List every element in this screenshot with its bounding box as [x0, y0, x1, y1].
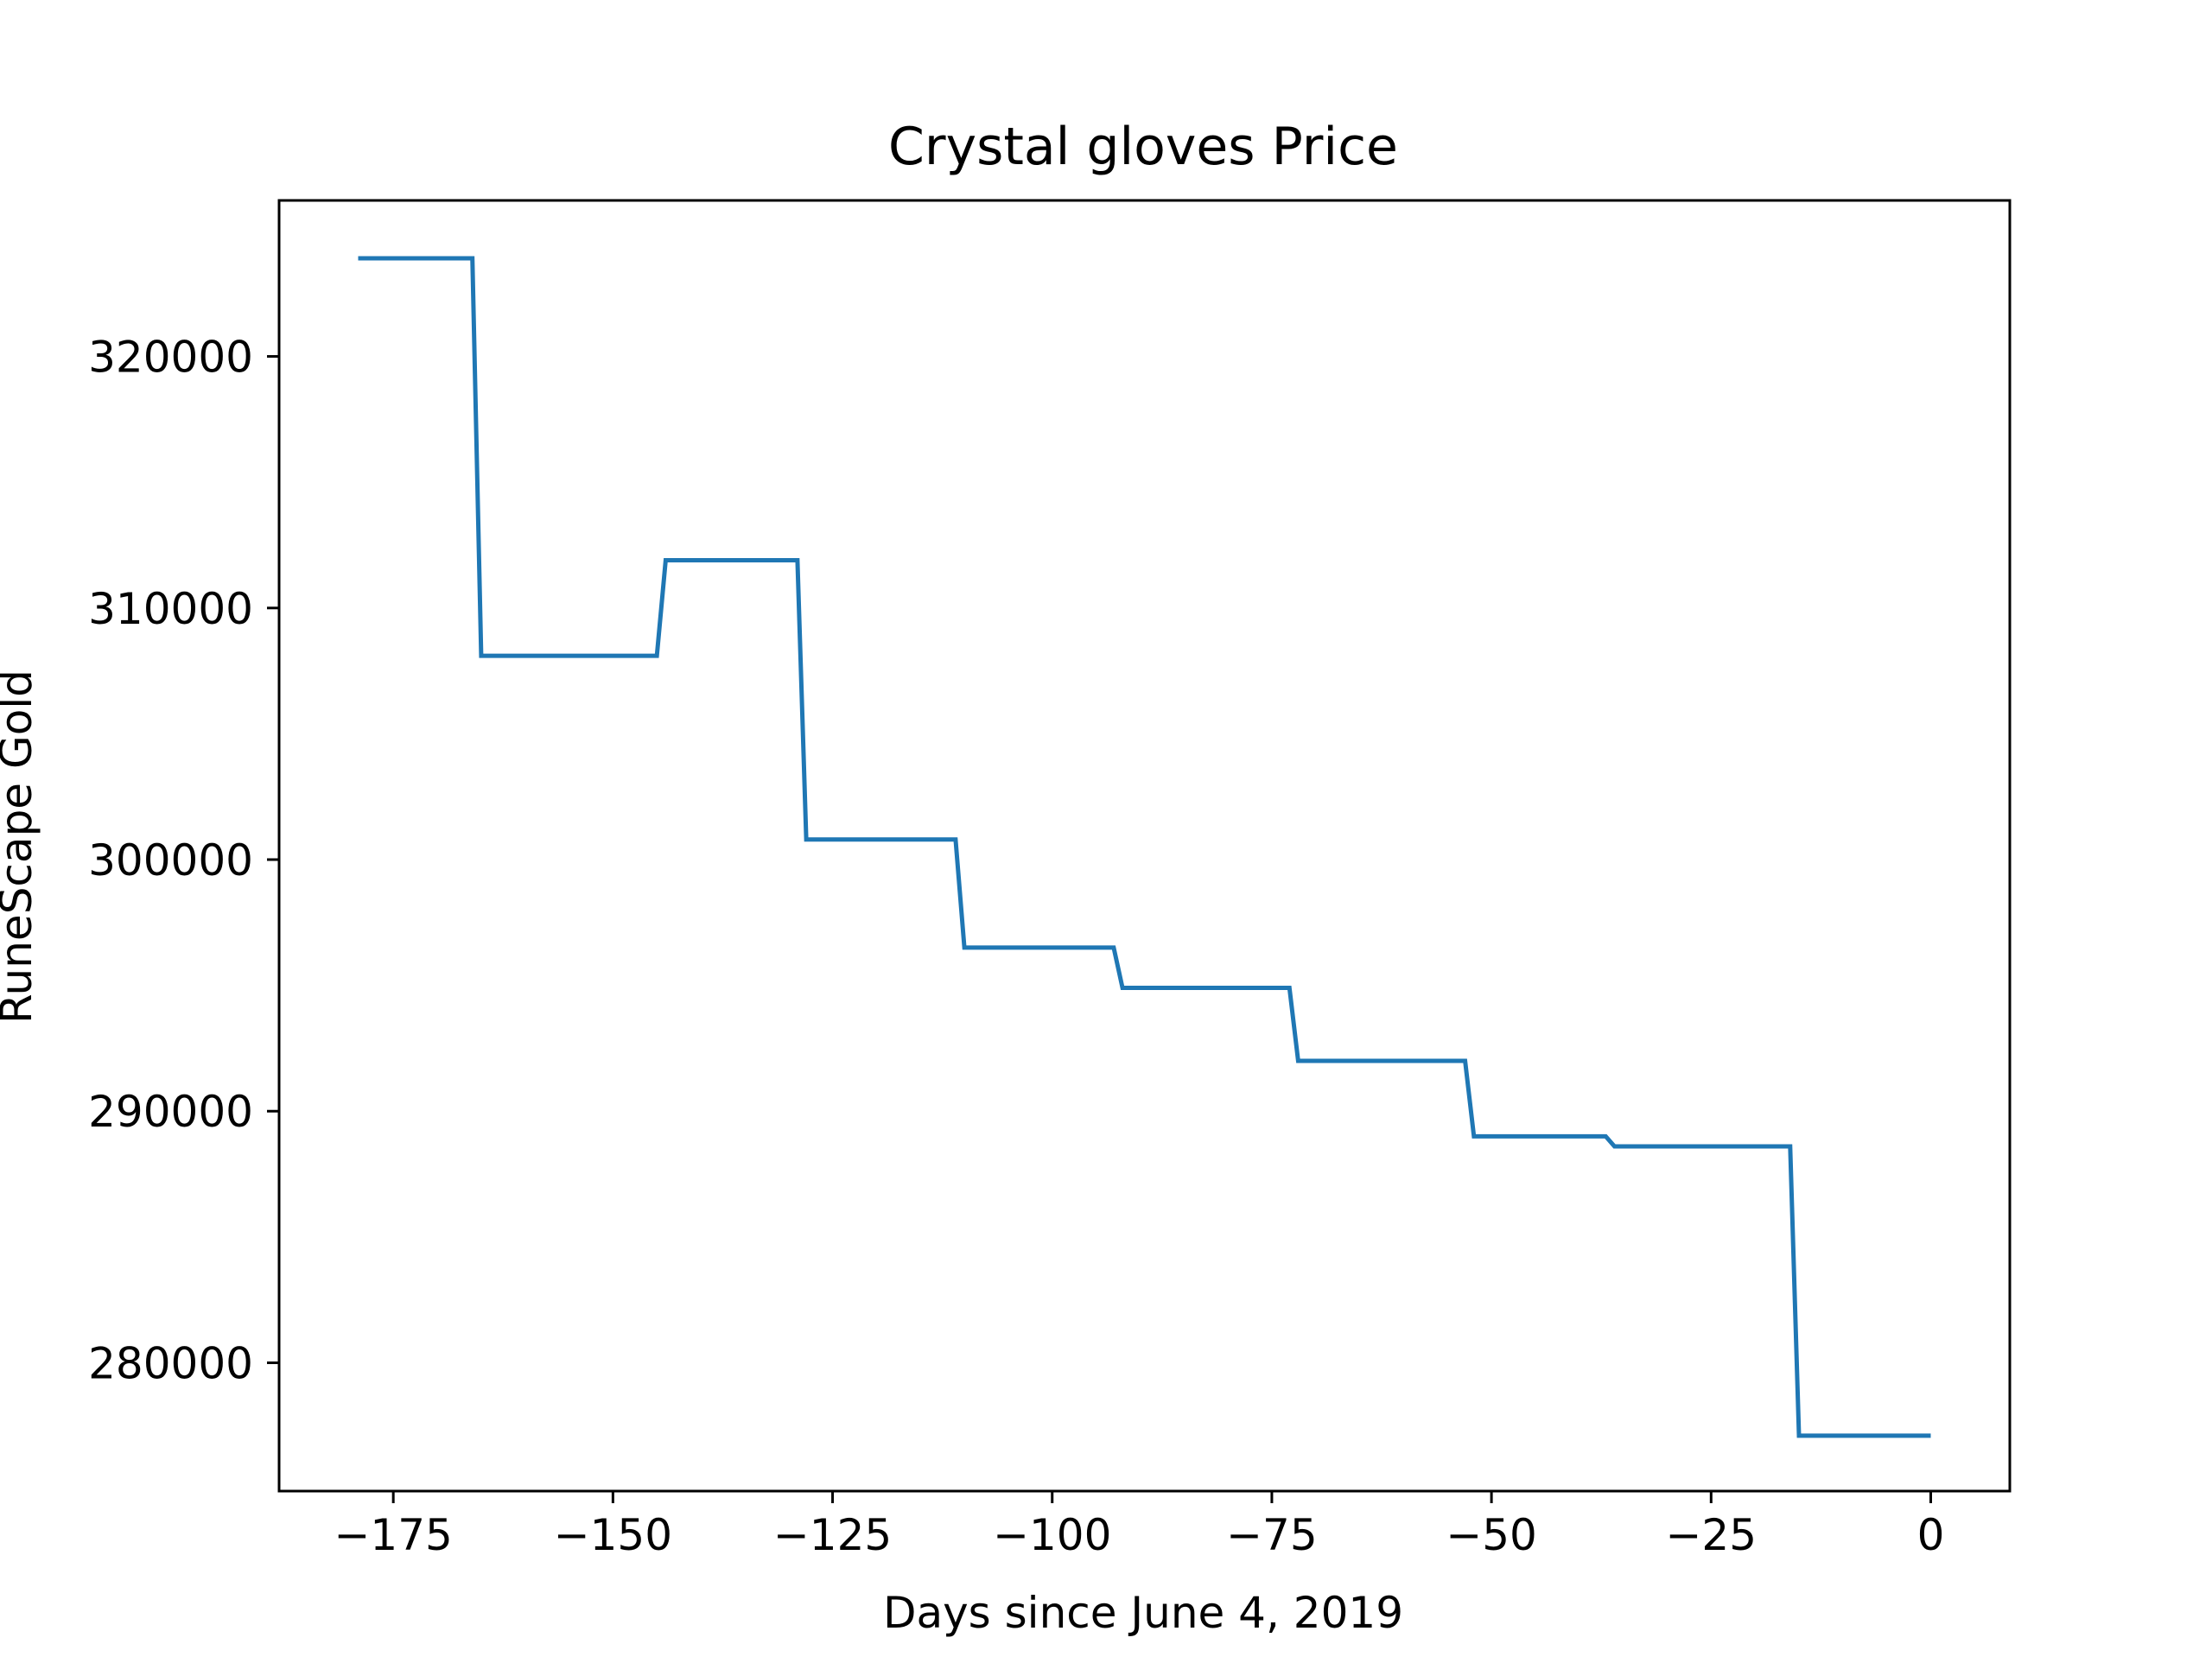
x-tick-label: −175 [334, 1510, 453, 1560]
x-tick-label: −100 [993, 1510, 1111, 1560]
x-axis-label: Days since June 4, 2019 [883, 1588, 1403, 1638]
x-tick-label: −150 [554, 1510, 672, 1560]
y-axis-ticks: 280000 290000 300000 310000 320000 [88, 333, 279, 1388]
chart-title: Crystal gloves Price [888, 117, 1398, 177]
y-axis-label: RuneScape Gold [0, 670, 41, 1024]
x-tick-label: −25 [1666, 1510, 1758, 1560]
x-tick-label: −50 [1446, 1510, 1537, 1560]
price-series-line [358, 256, 1931, 1438]
x-tick-label: 0 [1917, 1510, 1945, 1560]
y-tick-label: 290000 [88, 1087, 253, 1137]
y-tick-label: 280000 [88, 1338, 253, 1388]
y-tick-label: 300000 [88, 835, 253, 885]
y-tick-label: 320000 [88, 333, 253, 383]
y-tick-label: 310000 [88, 584, 253, 634]
x-tick-label: −75 [1226, 1510, 1318, 1560]
x-axis-ticks: −175 −150 −125 −100 −75 −50 −25 0 [334, 1491, 1945, 1560]
plot-area-frame [277, 199, 2012, 1493]
x-tick-label: −125 [773, 1510, 892, 1560]
